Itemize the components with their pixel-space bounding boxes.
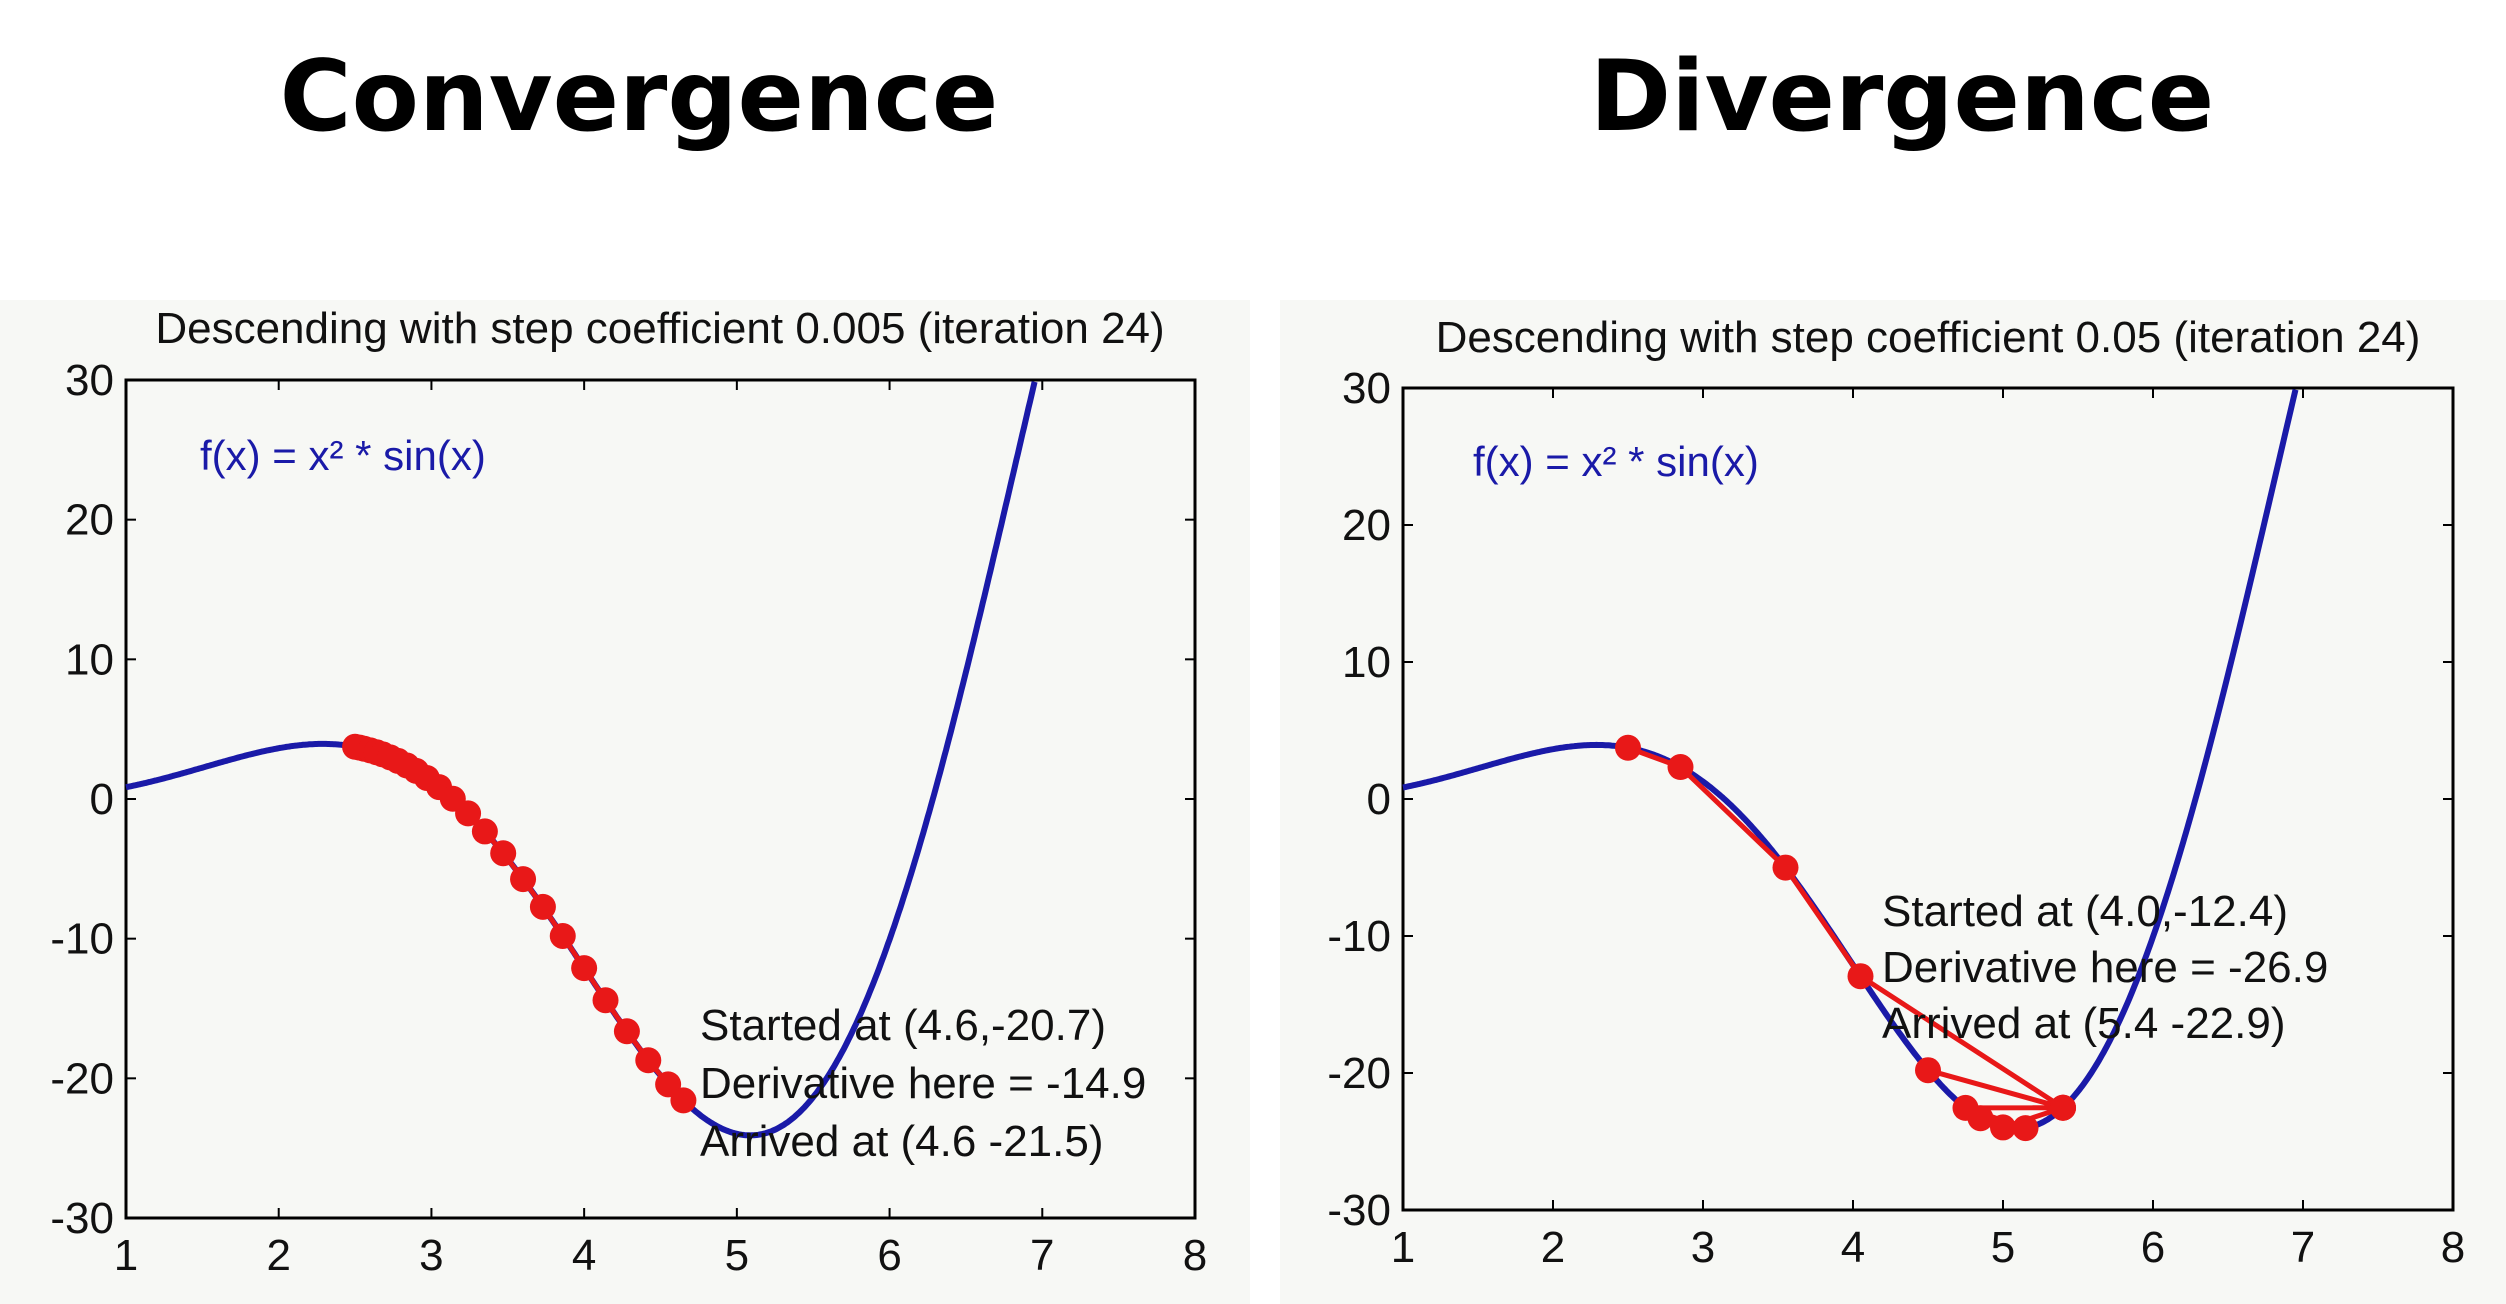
x-tick-label: 6 — [2141, 1223, 2165, 1272]
descent-point — [2012, 1115, 2039, 1142]
axes-frame — [1401, 386, 2455, 1212]
annotation-line: Started at (4.6,-20.7) — [700, 1001, 1106, 1050]
annotation-line: Arrived at (4.6 -21.5) — [700, 1117, 1104, 1166]
x-tick-label: 8 — [1183, 1231, 1207, 1280]
convergence-panel — [0, 300, 1250, 1304]
descent-point — [1667, 754, 1694, 781]
descent-path — [1627, 745, 2065, 1131]
x-tick-label: 2 — [266, 1231, 290, 1280]
descent-point — [1990, 1114, 2016, 1141]
x-tick-label: 3 — [1691, 1223, 1715, 1272]
descent-point — [510, 866, 537, 893]
x-tick-label: 4 — [572, 1231, 596, 1280]
annotation-line: Started at (4.0,-12.4) — [1882, 887, 2288, 936]
descent-point — [1615, 734, 1641, 761]
x-tick-label: 6 — [877, 1231, 901, 1280]
descent-point — [455, 800, 482, 827]
y-tick-label: -20 — [1327, 1049, 1391, 1098]
y-tick-label: -10 — [50, 915, 114, 964]
divergence-chart: Descending with step coefficient 0.05 (i… — [1327, 313, 2465, 1272]
x-tick-label: 1 — [114, 1231, 138, 1280]
descent-point — [571, 955, 598, 982]
annotation-line: Derivative here = -26.9 — [1882, 943, 2328, 992]
y-tick-label: 10 — [1342, 638, 1391, 687]
y-tick-label: 0 — [90, 775, 114, 824]
function-label: f(x) = x² * sin(x) — [1473, 438, 1759, 485]
y-tick-label: -30 — [1327, 1186, 1391, 1235]
descent-point — [471, 818, 498, 845]
x-tick-label: 7 — [2291, 1223, 2315, 1272]
x-tick-label: 7 — [1030, 1231, 1054, 1280]
descent-point — [613, 1018, 640, 1045]
y-tick-label: -20 — [50, 1054, 114, 1103]
descent-point — [1847, 963, 1874, 990]
convergence-chart: Descending with step coefficient 0.005 (… — [50, 304, 1207, 1280]
descent-point — [2050, 1094, 2076, 1121]
x-tick-label: 1 — [1391, 1223, 1415, 1272]
x-tick-label: 8 — [2441, 1223, 2465, 1272]
x-tick-label: 5 — [1991, 1223, 2015, 1272]
descent-point — [635, 1047, 662, 1074]
y-tick-label: -30 — [50, 1194, 114, 1243]
descent-point — [549, 922, 576, 949]
convergence-heading: Convergence — [279, 40, 999, 154]
descent-point — [1915, 1057, 1941, 1084]
chart-title: Descending with step coefficient 0.05 (i… — [1436, 313, 2421, 362]
annotation-line: Derivative here = -14.9 — [700, 1059, 1146, 1108]
y-tick-label: 30 — [65, 356, 114, 405]
descent-point — [1772, 854, 1799, 881]
divergence-heading: Divergence — [1589, 40, 2215, 154]
x-tick-label: 4 — [1841, 1223, 1865, 1272]
y-tick-label: 10 — [65, 635, 114, 684]
descent-point — [490, 840, 517, 867]
chart-title: Descending with step coefficient 0.005 (… — [155, 304, 1164, 353]
descent-path — [354, 744, 686, 1103]
descent-point — [592, 987, 619, 1014]
annotation-line: Arrived at (5.4 -22.9) — [1882, 999, 2286, 1048]
y-tick-label: 20 — [65, 496, 114, 545]
y-tick-label: 30 — [1342, 364, 1391, 413]
divergence-panel — [1280, 300, 2506, 1304]
descent-point — [670, 1087, 697, 1114]
descent-point — [529, 893, 556, 920]
y-tick-label: 20 — [1342, 501, 1391, 550]
descent-point — [1967, 1105, 1994, 1132]
x-tick-label: 5 — [725, 1231, 749, 1280]
function-label: f(x) = x² * sin(x) — [200, 432, 486, 479]
x-tick-label: 2 — [1541, 1223, 1565, 1272]
x-tick-label: 3 — [419, 1231, 443, 1280]
y-tick-label: -10 — [1327, 912, 1391, 961]
y-tick-label: 0 — [1367, 775, 1391, 824]
